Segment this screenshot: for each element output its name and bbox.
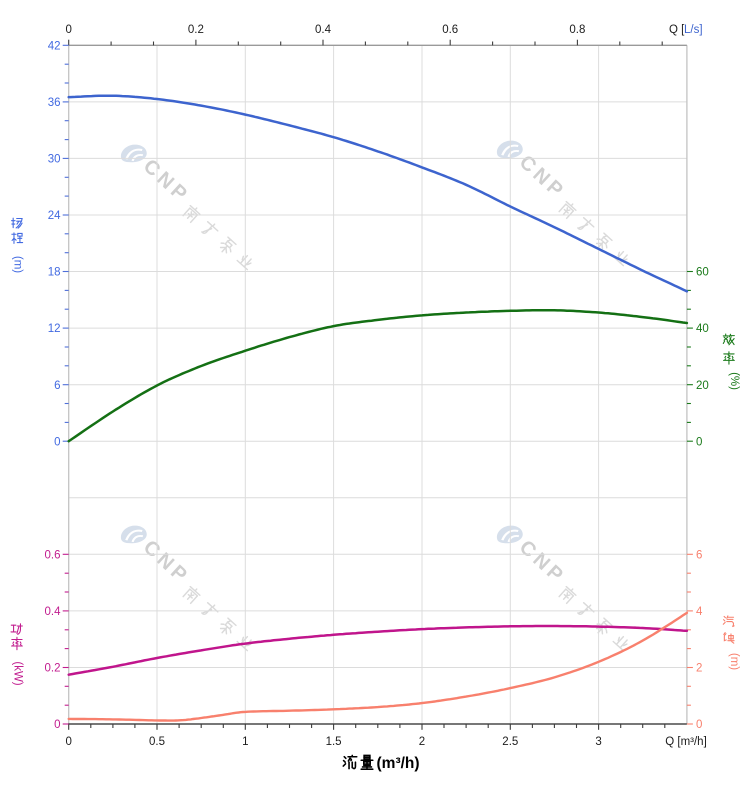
svg-text:(m³/h): (m³/h) [377,755,420,772]
svg-text:0.2: 0.2 [45,663,61,675]
svg-text:0.6: 0.6 [442,24,458,36]
svg-text:0: 0 [65,736,71,748]
svg-text:42: 42 [48,40,61,52]
svg-text:36: 36 [48,97,61,109]
svg-text:0: 0 [54,719,60,731]
svg-text:(kW): (kW) [12,661,24,685]
svg-text:0: 0 [65,24,71,36]
svg-text:(m): (m) [728,653,740,670]
svg-text:0.4: 0.4 [45,606,62,618]
svg-text:60: 60 [696,267,709,279]
svg-text:1.5: 1.5 [326,736,342,748]
svg-text:2.5: 2.5 [502,736,518,748]
svg-text:0.2: 0.2 [188,24,204,36]
svg-text:0.8: 0.8 [569,24,585,36]
svg-text:(m): (m) [12,256,24,273]
svg-text:20: 20 [696,380,709,392]
svg-text:2: 2 [419,736,425,748]
svg-text:6: 6 [54,380,60,392]
svg-text:Q [: Q [ [669,24,685,36]
svg-text:Q [m³/h]: Q [m³/h] [665,736,707,748]
svg-text:40: 40 [696,323,709,335]
svg-text:1: 1 [242,736,248,748]
svg-text:4: 4 [696,606,703,618]
svg-text:2: 2 [696,663,702,675]
svg-text:18: 18 [48,267,61,279]
svg-text:12: 12 [48,323,61,335]
svg-text:24: 24 [48,210,61,222]
svg-text:0: 0 [696,436,702,448]
svg-text:0: 0 [54,436,60,448]
svg-text:0.6: 0.6 [45,549,61,561]
svg-text:0.5: 0.5 [149,736,165,748]
svg-text:L/s]: L/s] [684,24,703,36]
svg-text:30: 30 [48,154,61,166]
svg-text:0: 0 [696,719,702,731]
svg-text:6: 6 [696,549,702,561]
svg-text:0.4: 0.4 [315,24,332,36]
svg-text:3: 3 [595,736,601,748]
svg-text:(%): (%) [728,372,740,390]
